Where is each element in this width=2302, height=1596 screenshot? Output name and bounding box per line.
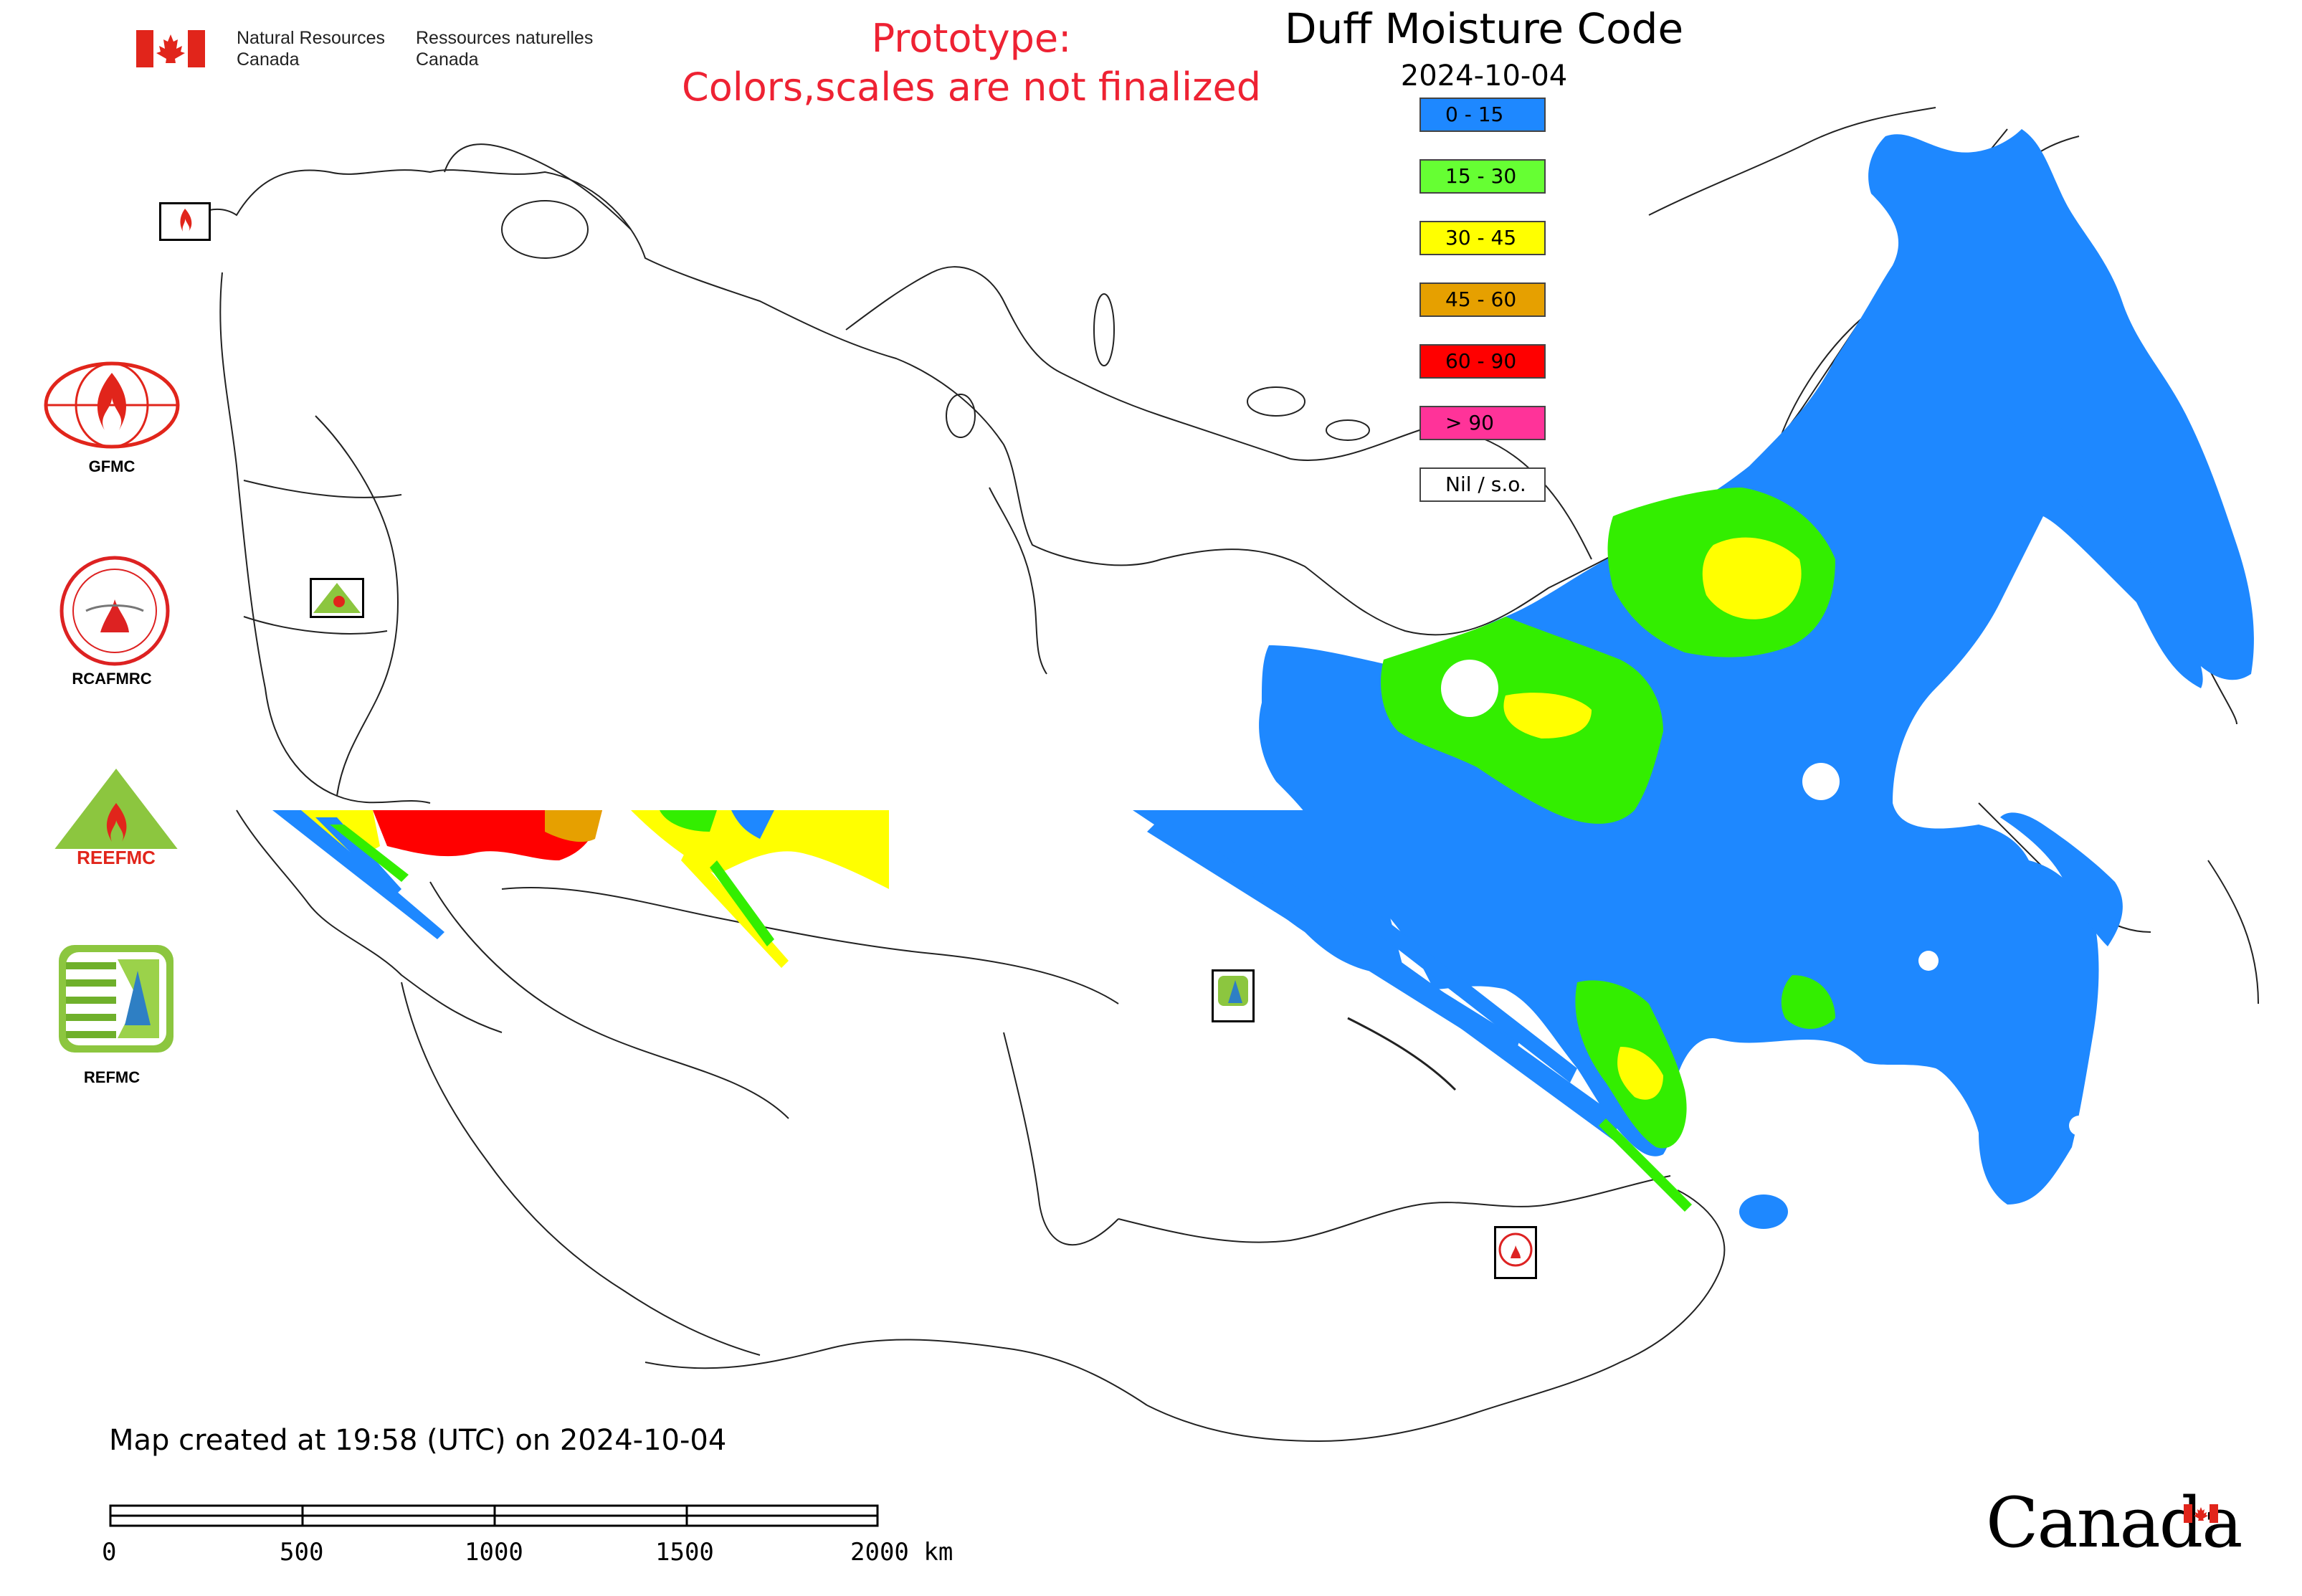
gfmc-logo-icon bbox=[44, 361, 180, 449]
map-created-text: Map created at 19:58 (UTC) on 2024-10-04 bbox=[109, 1424, 727, 1457]
map-date: 2024-10-04 bbox=[1400, 60, 1568, 92]
scale-bar bbox=[109, 1504, 879, 1527]
dmc-streaks-centre bbox=[631, 810, 889, 968]
rcafmrc-logo-icon bbox=[60, 556, 170, 666]
dmc-streaks-west bbox=[272, 810, 602, 939]
scale-label: 1000 bbox=[465, 1538, 523, 1567]
refmc-logo-icon bbox=[59, 945, 173, 1053]
rcafmrc-caption: RCAFMRC bbox=[72, 670, 152, 688]
rcafmrc-badge bbox=[1494, 1226, 1537, 1279]
legend-item: 30 - 45 bbox=[1419, 221, 1546, 255]
reefmc-badge bbox=[310, 578, 364, 618]
legend-item: 45 - 60 bbox=[1419, 282, 1546, 317]
scale-label: 500 bbox=[280, 1538, 324, 1567]
legend-item: 15 - 30 bbox=[1419, 159, 1546, 194]
scale-label: 2000 km bbox=[850, 1538, 953, 1567]
gfmc-caption: GFMC bbox=[88, 457, 135, 475]
refmc-caption: REFMC bbox=[83, 1068, 141, 1086]
reefmc-logo-icon: REEFMC bbox=[40, 769, 192, 868]
canada-wordmark-flag-icon bbox=[2184, 1504, 2218, 1523]
map-title: Duff Moisture Code bbox=[1284, 4, 1684, 53]
scale-label: 1500 bbox=[655, 1538, 714, 1567]
dmc-region-blue-east bbox=[1259, 129, 2254, 1205]
scale-label: 0 bbox=[102, 1538, 117, 1567]
legend-item: 0 - 15 bbox=[1419, 98, 1546, 132]
gov-name-en: Natural Resources Canada bbox=[237, 28, 386, 70]
legend-item: > 90 bbox=[1419, 406, 1546, 440]
prototype-notice: Prototype: Colors,scales are not finaliz… bbox=[674, 14, 1269, 112]
prototype-line-1: Prototype: bbox=[871, 16, 1072, 61]
gfmc-badge bbox=[159, 202, 211, 241]
legend-item: Nil / s.o. bbox=[1419, 467, 1546, 502]
gov-name-fr: Ressources naturelles Canada bbox=[416, 28, 594, 70]
dmc-streaks-east bbox=[1133, 810, 1692, 1212]
prototype-line-2: Colors,scales are not finalized bbox=[682, 65, 1261, 110]
svg-text:REEFMC: REEFMC bbox=[77, 847, 156, 868]
legend-item: 60 - 90 bbox=[1419, 344, 1546, 379]
canada-wordmark: Canada bbox=[1986, 1483, 2242, 1563]
refmc-badge bbox=[1212, 969, 1255, 1022]
canada-flag-icon bbox=[136, 30, 205, 67]
